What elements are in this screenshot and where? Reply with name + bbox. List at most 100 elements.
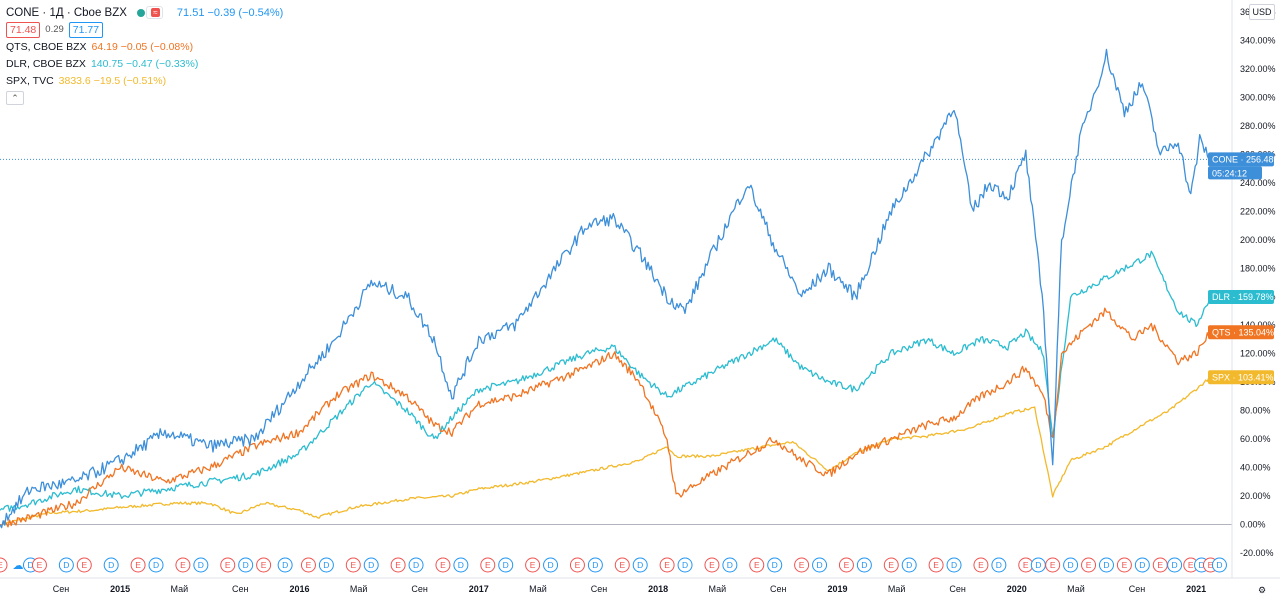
dividend-event-icon[interactable] xyxy=(363,557,379,573)
compare-qts-legend[interactable]: QTS, CBOE BZX 64.19 −0.05 (−0.08%) xyxy=(6,38,283,55)
event-letter: E xyxy=(664,560,670,570)
main-symbol[interactable]: CONE · 1Д · Cboe BZX xyxy=(6,6,127,19)
earnings-event-icon[interactable] xyxy=(435,557,451,573)
earnings-event-icon[interactable] xyxy=(838,557,854,573)
earnings-event-icon[interactable] xyxy=(76,557,92,573)
compare-dlr-legend[interactable]: DLR, CBOE BZX 140.75 −0.47 (−0.33%) xyxy=(6,55,283,72)
dividend-event-icon[interactable] xyxy=(193,557,209,573)
x-tick-label: Май xyxy=(529,584,547,594)
dividend-event-icon[interactable] xyxy=(277,557,293,573)
earnings-event-icon[interactable] xyxy=(1045,557,1061,573)
countdown-label: 05:24:12 xyxy=(1212,168,1247,178)
dividend-event-icon[interactable] xyxy=(722,557,738,573)
y-tick-label: 340.00% xyxy=(1240,35,1276,45)
earnings-event-icon[interactable] xyxy=(1116,557,1132,573)
dividend-event-icon[interactable] xyxy=(587,557,603,573)
event-letter: E xyxy=(844,560,850,570)
event-letter: D xyxy=(243,560,249,570)
compare-spx-values: 3833.6 −19.5 (−0.51%) xyxy=(58,74,167,87)
dividend-event-icon[interactable] xyxy=(453,557,469,573)
legend-collapse-button[interactable]: ⌃ xyxy=(6,91,24,105)
dividend-event-icon[interactable] xyxy=(1211,557,1227,573)
dividend-event-icon[interactable] xyxy=(58,557,74,573)
y-tick-label: 220.00% xyxy=(1240,206,1276,216)
compare-spx-legend[interactable]: SPX, TVC 3833.6 −19.5 (−0.51%) xyxy=(6,72,283,89)
cloud-icon[interactable]: ☁ xyxy=(13,560,24,572)
earnings-event-icon[interactable] xyxy=(300,557,316,573)
dividend-event-icon[interactable] xyxy=(677,557,693,573)
event-letter: E xyxy=(261,560,267,570)
earnings-event-icon[interactable] xyxy=(704,557,720,573)
event-letter: D xyxy=(323,560,329,570)
event-letter: E xyxy=(619,560,625,570)
dividend-event-icon[interactable] xyxy=(632,557,648,573)
earnings-event-icon[interactable] xyxy=(480,557,496,573)
earnings-event-icon[interactable] xyxy=(614,557,630,573)
event-letter: D xyxy=(637,560,643,570)
series-line-cone[interactable] xyxy=(0,48,1211,529)
dividend-event-icon[interactable] xyxy=(812,557,828,573)
earnings-event-icon[interactable] xyxy=(345,557,361,573)
earnings-event-icon[interactable] xyxy=(220,557,236,573)
events-row[interactable]: EDEDEDEDEDEDEDEDEDEDEDEDEDEDEDEDEDEDEDED… xyxy=(0,557,1227,573)
dividend-event-icon[interactable] xyxy=(1063,557,1079,573)
y-tick-label: 320.00% xyxy=(1240,64,1276,74)
event-letter: D xyxy=(503,560,509,570)
earnings-event-icon[interactable] xyxy=(659,557,675,573)
earnings-event-icon[interactable] xyxy=(256,557,272,573)
earnings-event-icon[interactable] xyxy=(390,557,406,573)
x-tick-label: 2020 xyxy=(1007,584,1027,594)
dividend-event-icon[interactable] xyxy=(238,557,254,573)
chevron-up-icon: ⌃ xyxy=(11,93,19,103)
earnings-event-icon[interactable] xyxy=(130,557,146,573)
earnings-event-icon[interactable] xyxy=(175,557,191,573)
ask-price[interactable]: 71.77 xyxy=(68,21,104,38)
earnings-event-icon[interactable] xyxy=(1081,557,1097,573)
event-letter: D xyxy=(816,560,822,570)
event-letter: E xyxy=(933,560,939,570)
y-tick-label: 180.00% xyxy=(1240,263,1276,273)
earnings-event-icon[interactable] xyxy=(31,557,47,573)
dividend-event-icon[interactable] xyxy=(1167,557,1183,573)
time-scale[interactable]: Сен 2015 Май Сен 2016 Май Сен 2017 Май Сен 2018 Май… xyxy=(53,584,1266,595)
earnings-event-icon[interactable] xyxy=(0,557,8,573)
dividend-event-icon[interactable] xyxy=(1134,557,1150,573)
dividend-event-icon[interactable] xyxy=(318,557,334,573)
dividend-event-icon[interactable] xyxy=(901,557,917,573)
event-letter: E xyxy=(888,560,894,570)
y-tick-label: 80.00% xyxy=(1240,406,1271,416)
price-scale[interactable]: 360.00%340.00%320.00%300.00%280.00%260.0… xyxy=(1240,7,1276,558)
x-tick-label: Сен xyxy=(411,584,428,594)
dividend-event-icon[interactable] xyxy=(498,557,514,573)
dividend-event-icon[interactable] xyxy=(543,557,559,573)
dividend-event-icon[interactable] xyxy=(856,557,872,573)
dividend-event-icon[interactable] xyxy=(1098,557,1114,573)
series-line-dlr[interactable] xyxy=(0,250,1212,512)
earnings-event-icon[interactable] xyxy=(569,557,585,573)
dividend-event-icon[interactable] xyxy=(408,557,424,573)
last-value-tag-dlr xyxy=(1208,290,1274,305)
earnings-event-icon[interactable] xyxy=(794,557,810,573)
currency-badge[interactable]: USD xyxy=(1249,4,1275,20)
earnings-event-icon[interactable] xyxy=(928,557,944,573)
series-line-spx[interactable] xyxy=(0,376,1211,527)
bid-price[interactable]: 71.48 xyxy=(6,21,41,38)
main-series-legend[interactable]: CONE · 1Д · Cboe BZX ≈ 71.51 −0.39 (−0.5… xyxy=(6,4,283,21)
event-letter: E xyxy=(530,560,536,570)
earnings-event-icon[interactable] xyxy=(525,557,541,573)
earnings-event-icon[interactable] xyxy=(883,557,899,573)
dividend-event-icon[interactable] xyxy=(767,557,783,573)
dividend-event-icon[interactable] xyxy=(991,557,1007,573)
data-delay-badge[interactable]: ≈ xyxy=(145,6,163,19)
earnings-event-icon[interactable] xyxy=(973,557,989,573)
series-line-qts[interactable] xyxy=(0,307,1212,528)
event-letter: E xyxy=(799,560,805,570)
dividend-event-icon[interactable] xyxy=(103,557,119,573)
event-letter: E xyxy=(1086,560,1092,570)
earnings-event-icon[interactable] xyxy=(749,557,765,573)
dividend-event-icon[interactable] xyxy=(148,557,164,573)
y-tick-label: 60.00% xyxy=(1240,434,1271,444)
gear-icon[interactable]: ⚙ xyxy=(1258,585,1266,595)
dividend-event-icon[interactable] xyxy=(946,557,962,573)
